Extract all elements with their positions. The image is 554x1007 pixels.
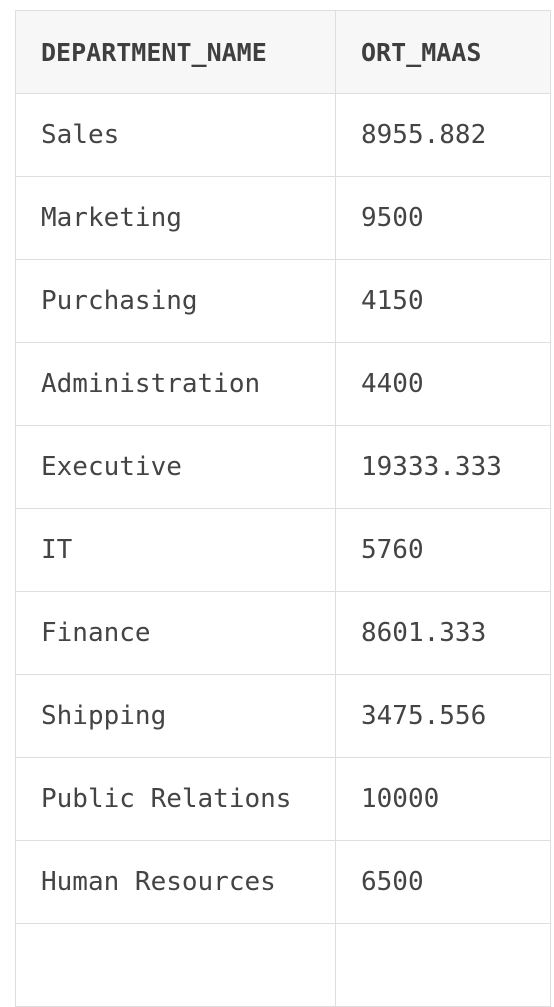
table-row: Administration 4400 — [15, 342, 551, 426]
cell-ort-maas[interactable]: 3475.556 — [335, 674, 551, 758]
cell-ort-maas[interactable]: 4400 — [335, 342, 551, 426]
cell-department-name[interactable] — [15, 923, 336, 1007]
cell-ort-maas[interactable]: 5760 — [335, 508, 551, 592]
cell-department-name[interactable]: Purchasing — [15, 259, 336, 343]
table-row: Public Relations 10000 — [15, 757, 551, 841]
cell-department-name[interactable]: Public Relations — [15, 757, 336, 841]
results-table: DEPARTMENT_NAME ORT_MAAS Sales 8955.882 … — [15, 10, 551, 1007]
cell-ort-maas[interactable]: 8601.333 — [335, 591, 551, 675]
column-header-department-name[interactable]: DEPARTMENT_NAME — [15, 10, 336, 94]
table-row: Human Resources 6500 — [15, 840, 551, 924]
cell-department-name[interactable]: Shipping — [15, 674, 336, 758]
table-row: Purchasing 4150 — [15, 259, 551, 343]
table-row: Marketing 9500 — [15, 176, 551, 260]
cell-ort-maas[interactable]: 9500 — [335, 176, 551, 260]
header-row: DEPARTMENT_NAME ORT_MAAS — [15, 10, 551, 94]
table-row: Finance 8601.333 — [15, 591, 551, 675]
table-row: Executive 19333.333 — [15, 425, 551, 509]
cell-department-name[interactable]: Finance — [15, 591, 336, 675]
cell-ort-maas[interactable]: 6500 — [335, 840, 551, 924]
cell-ort-maas[interactable] — [335, 923, 551, 1007]
cell-department-name[interactable]: Executive — [15, 425, 336, 509]
cell-department-name[interactable]: Sales — [15, 93, 336, 177]
cell-ort-maas[interactable]: 4150 — [335, 259, 551, 343]
table-body: Sales 8955.882 Marketing 9500 Purchasing… — [15, 93, 551, 1007]
table-row — [15, 923, 551, 1007]
table-header: DEPARTMENT_NAME ORT_MAAS — [15, 10, 551, 94]
table-row: Sales 8955.882 — [15, 93, 551, 177]
cell-ort-maas[interactable]: 10000 — [335, 757, 551, 841]
column-header-ort-maas[interactable]: ORT_MAAS — [335, 10, 551, 94]
table-row: IT 5760 — [15, 508, 551, 592]
cell-ort-maas[interactable]: 8955.882 — [335, 93, 551, 177]
results-table-container: DEPARTMENT_NAME ORT_MAAS Sales 8955.882 … — [15, 10, 551, 1007]
cell-department-name[interactable]: Marketing — [15, 176, 336, 260]
cell-department-name[interactable]: Administration — [15, 342, 336, 426]
cell-department-name[interactable]: Human Resources — [15, 840, 336, 924]
table-row: Shipping 3475.556 — [15, 674, 551, 758]
cell-department-name[interactable]: IT — [15, 508, 336, 592]
cell-ort-maas[interactable]: 19333.333 — [335, 425, 551, 509]
